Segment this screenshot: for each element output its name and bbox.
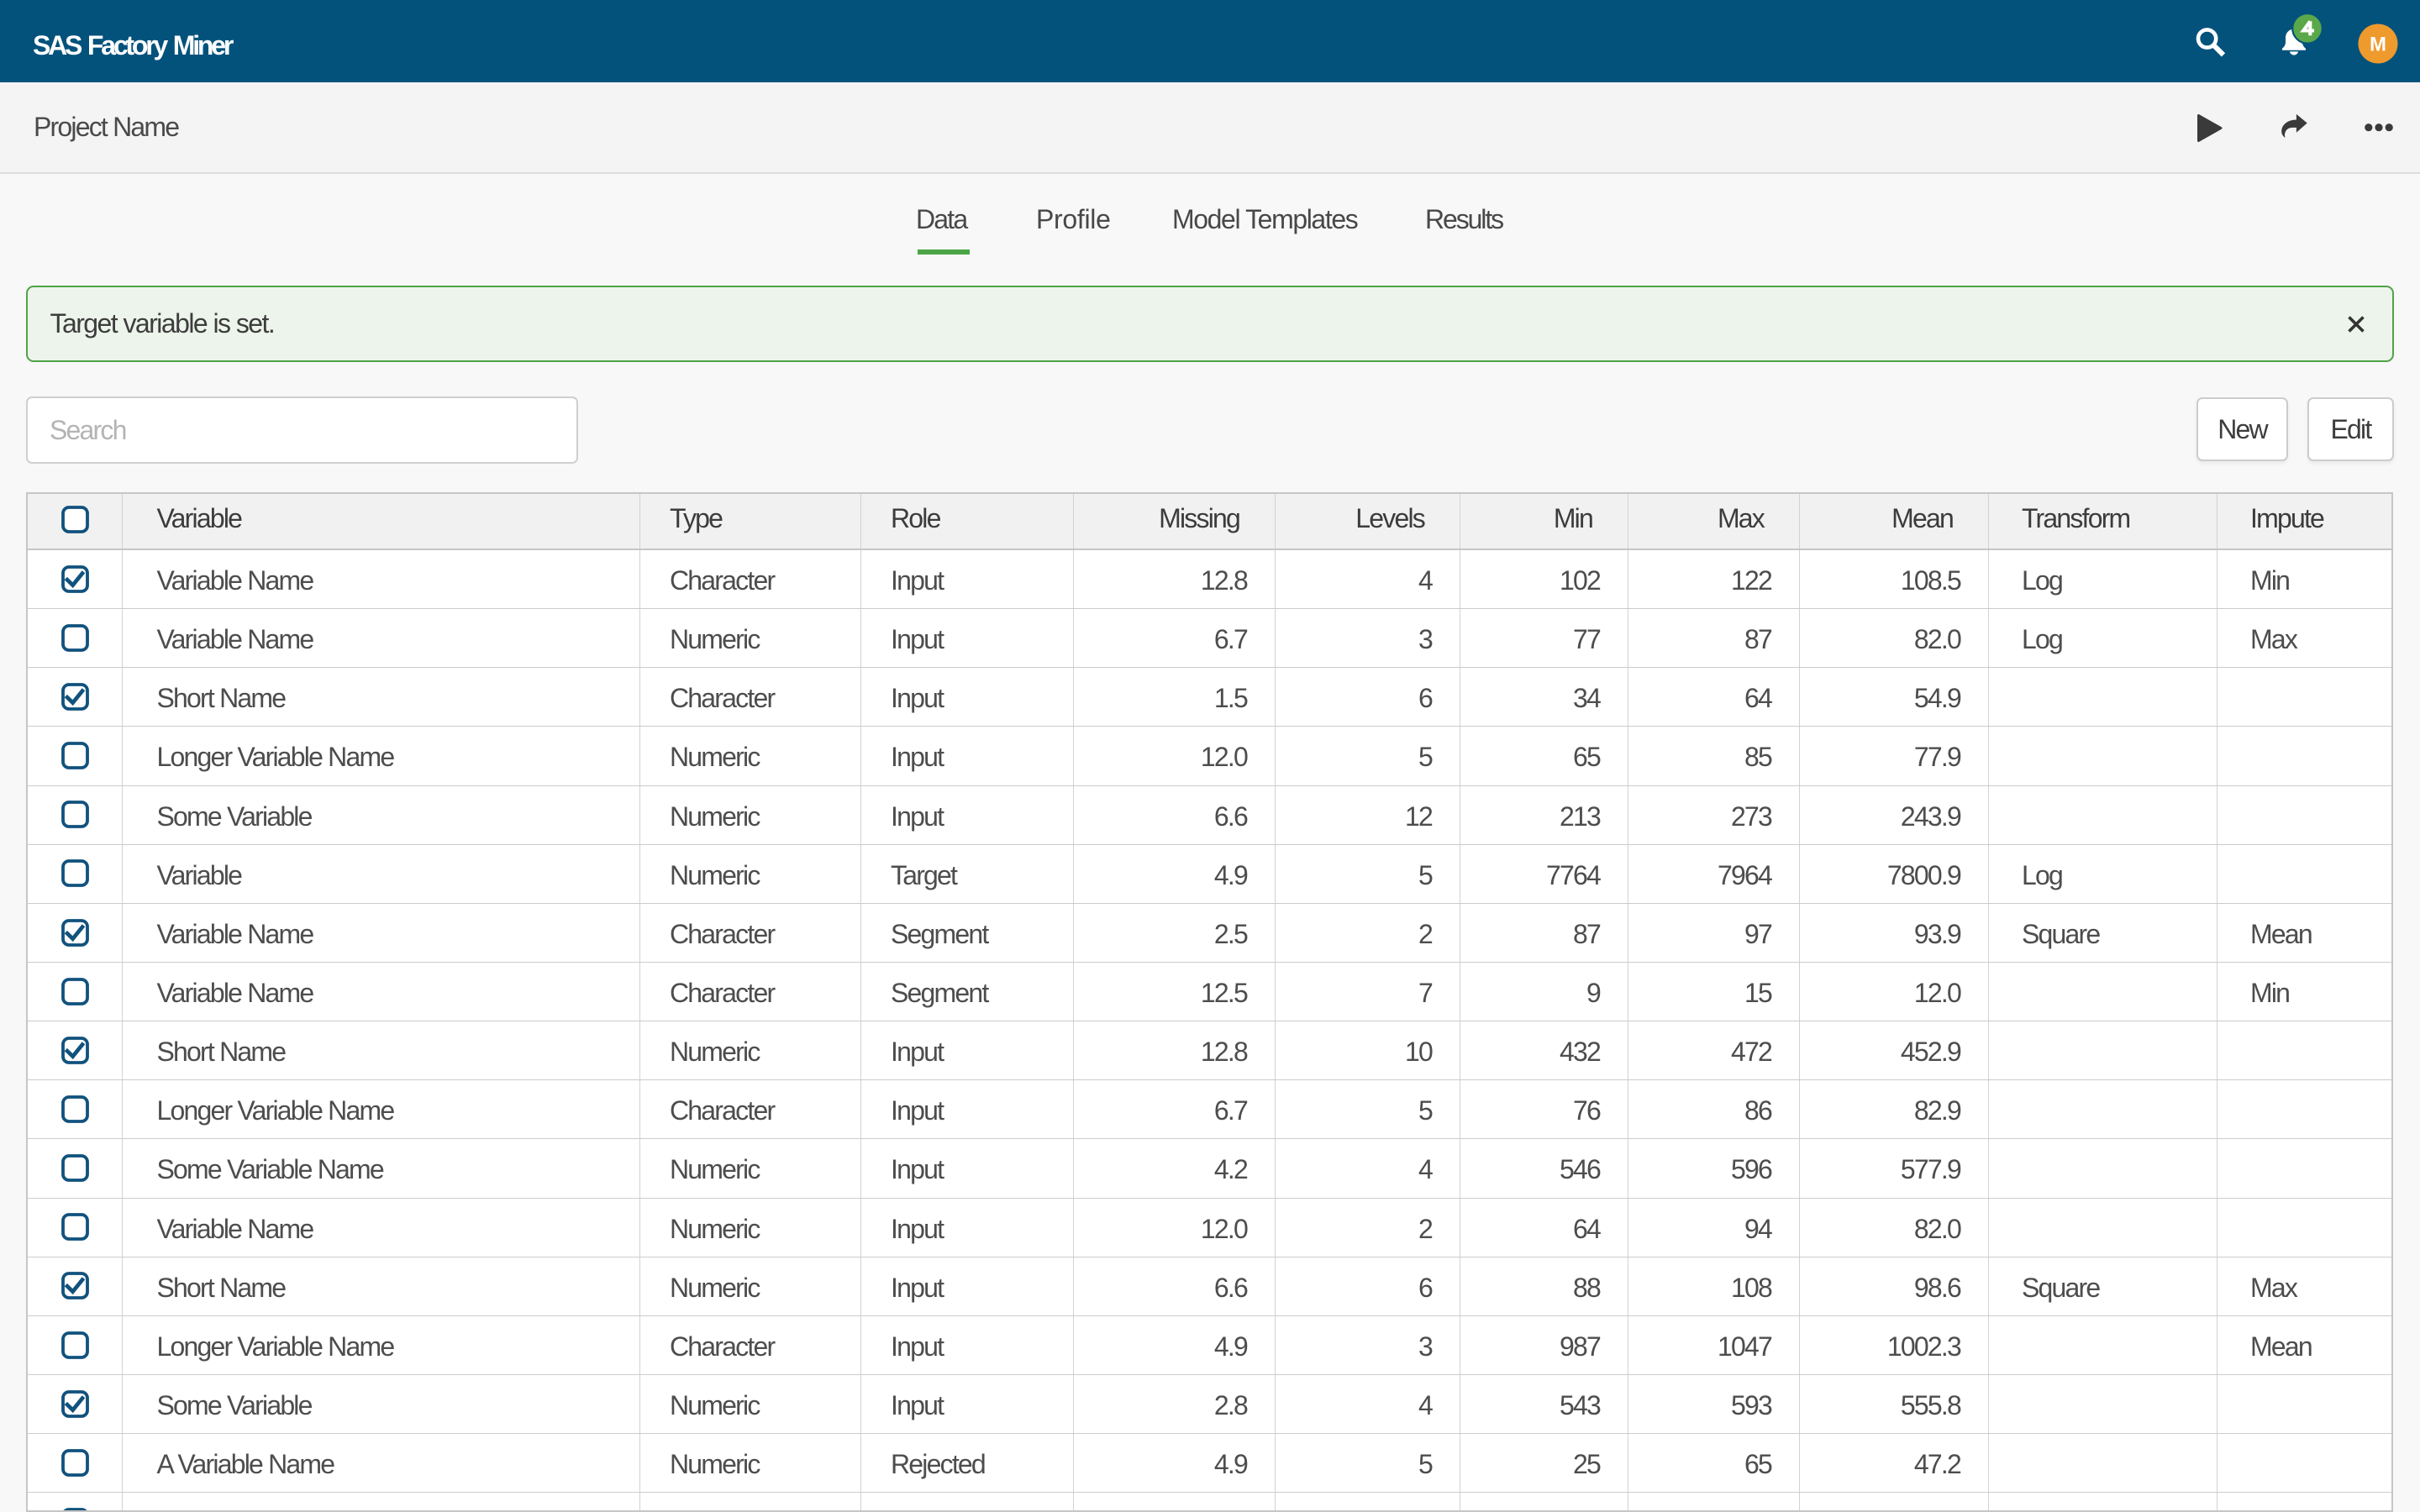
svg-text:M: M [2370,34,2386,56]
